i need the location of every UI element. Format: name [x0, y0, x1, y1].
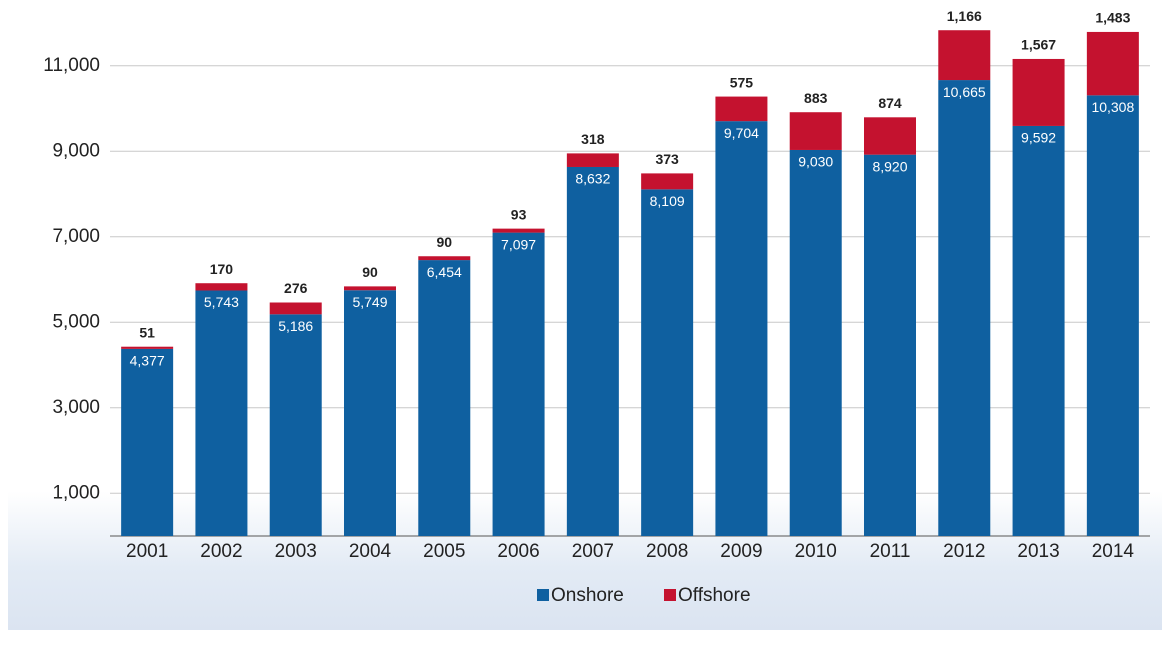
value-label: 9,704: [724, 125, 759, 141]
bar-segment: [715, 121, 768, 537]
value-label: 90: [362, 264, 378, 280]
bar-segment: [1086, 31, 1139, 96]
bar-segment: [492, 228, 545, 233]
bar-segment: [269, 314, 322, 536]
bar-segment: [121, 346, 174, 349]
value-label: 7,097: [501, 236, 536, 252]
bar-segment: [641, 173, 694, 190]
value-label: 4,377: [130, 353, 165, 369]
y-tick-label: 5,000: [52, 311, 100, 332]
bar-segment: [418, 256, 471, 261]
bar-segment: [864, 117, 916, 155]
value-label: 883: [804, 90, 828, 106]
value-label: 318: [581, 131, 605, 147]
x-tick-label: 2012: [943, 541, 985, 562]
value-label: 10,308: [1091, 99, 1134, 115]
bar-segment: [269, 302, 322, 315]
x-tick-label: 2011: [870, 541, 911, 562]
x-tick-label: 2013: [1017, 541, 1059, 562]
y-tick-label: 9,000: [52, 140, 100, 161]
value-label: 90: [436, 234, 452, 250]
y-tick-label: 1,000: [52, 482, 100, 503]
bar-segment: [789, 112, 842, 150]
value-label: 9,030: [798, 154, 833, 170]
bar-segment: [566, 166, 619, 536]
value-label: 373: [655, 151, 679, 167]
bar-segment: [1012, 125, 1065, 536]
legend-swatch: [664, 589, 676, 601]
bar-segment: [566, 153, 619, 167]
bar-segment: [938, 80, 991, 536]
x-tick-label: 2004: [349, 541, 392, 562]
value-label: 874: [878, 95, 902, 111]
value-label: 1,166: [947, 8, 982, 24]
value-label: 8,632: [575, 171, 610, 187]
bar-segment: [344, 290, 396, 536]
bar-segment: [195, 290, 248, 536]
bar-segment: [641, 189, 694, 536]
value-label: 5,749: [352, 294, 387, 310]
x-tick-label: 2014: [1092, 541, 1135, 562]
x-tick-label: 2009: [720, 541, 762, 562]
bar-segment: [938, 30, 991, 81]
y-tick-label: 7,000: [52, 226, 100, 247]
bar-segment: [344, 286, 396, 291]
bar-segment: [121, 348, 174, 536]
value-label: 93: [511, 206, 527, 222]
x-tick-label: 2002: [200, 541, 242, 562]
x-tick-label: 2005: [423, 541, 465, 562]
value-label: 9,592: [1021, 130, 1056, 146]
x-tick-label: 2010: [795, 541, 837, 562]
value-label: 575: [730, 74, 754, 90]
value-label: 1,483: [1095, 10, 1130, 26]
value-label: 5,743: [204, 294, 239, 310]
value-label: 8,920: [872, 158, 907, 174]
bar-segment: [195, 283, 248, 291]
value-label: 170: [210, 261, 234, 277]
x-tick-label: 2008: [646, 541, 688, 562]
bar-segment: [715, 96, 768, 122]
bar-segment: [1012, 58, 1065, 126]
value-label: 1,567: [1021, 37, 1056, 53]
bar-segment: [418, 260, 471, 536]
bar-segment: [789, 149, 842, 536]
bar-segment: [492, 232, 545, 536]
bar-segment: [1086, 95, 1139, 536]
value-label: 10,665: [943, 84, 986, 100]
x-tick-label: 2001: [126, 541, 168, 562]
x-tick-label: 2007: [572, 541, 614, 562]
value-label: 276: [284, 280, 308, 296]
value-label: 6,454: [427, 264, 462, 280]
value-label: 5,186: [278, 318, 313, 334]
legend-label: Onshore: [551, 585, 624, 606]
x-tick-label: 2003: [275, 541, 317, 562]
y-tick-label: 11,000: [43, 55, 100, 76]
y-tick-label: 3,000: [52, 397, 100, 418]
value-label: 51: [139, 324, 155, 340]
legend-swatch: [537, 589, 549, 601]
x-tick-label: 2006: [497, 541, 539, 562]
bar-segment: [864, 154, 916, 537]
value-label: 8,109: [650, 193, 685, 209]
legend-label: Offshore: [678, 585, 751, 606]
